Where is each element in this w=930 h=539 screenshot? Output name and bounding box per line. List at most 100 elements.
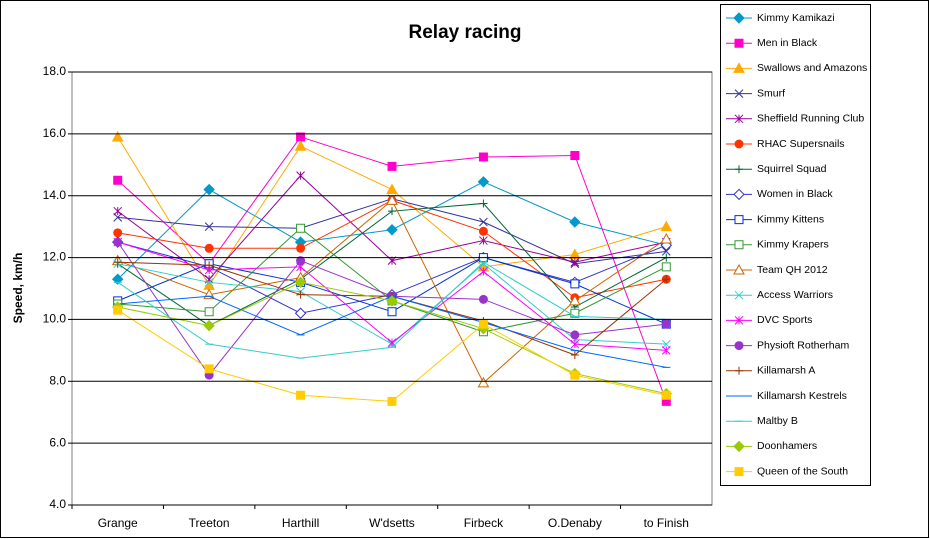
- marker: [734, 38, 744, 48]
- marker: [569, 216, 581, 228]
- legend-label: Squirrel Squad: [757, 163, 827, 175]
- marker: [733, 188, 745, 201]
- marker: [387, 396, 397, 406]
- marker: [113, 258, 122, 267]
- marker: [296, 243, 306, 253]
- marker: [296, 390, 306, 400]
- marker: [735, 165, 743, 174]
- marker: [477, 376, 490, 388]
- marker: [734, 139, 744, 149]
- y-tick-label: 8.0: [49, 373, 66, 387]
- x-tick-label: Harthill: [282, 516, 319, 530]
- marker: [734, 240, 744, 250]
- x-tick-label: O.Denaby: [548, 516, 602, 530]
- legend-label: Team QH 2012: [757, 264, 828, 276]
- marker: [662, 275, 671, 284]
- legend-label: Killamarsh Kestrels: [757, 390, 847, 402]
- marker: [203, 183, 215, 196]
- y-tick-label: 14.0: [43, 188, 67, 202]
- marker: [733, 62, 745, 73]
- marker: [479, 236, 488, 245]
- marker: [735, 366, 743, 375]
- marker: [294, 276, 307, 289]
- marker: [204, 364, 214, 374]
- chart-title: Relay racing: [409, 22, 522, 43]
- marker: [387, 161, 397, 171]
- marker: [734, 467, 744, 477]
- marker: [661, 247, 671, 256]
- y-axis-label: Speed, km/h: [11, 253, 25, 324]
- marker: [113, 213, 123, 222]
- legend-label: Kimmy Kamikazi: [757, 12, 835, 24]
- marker: [113, 206, 123, 216]
- marker: [113, 237, 123, 247]
- marker: [113, 228, 123, 238]
- plot-area: [71, 71, 713, 506]
- marker: [478, 152, 488, 162]
- legend-label: Physioft Rotherham: [757, 339, 849, 351]
- y-tick-label: 16.0: [43, 126, 67, 140]
- marker: [204, 222, 214, 231]
- marker: [661, 262, 671, 272]
- marker: [734, 89, 744, 98]
- marker: [477, 176, 490, 188]
- marker: [111, 130, 124, 142]
- legend-label: Maltby B: [757, 415, 798, 427]
- legend-label: Swallows and Amazons: [757, 62, 867, 74]
- x-tick-label: Treeton: [189, 516, 230, 530]
- marker: [570, 350, 579, 359]
- y-tick-label: 6.0: [49, 435, 66, 449]
- legend-label: Sheffield Running Club: [757, 113, 864, 125]
- marker: [661, 339, 671, 349]
- marker: [294, 140, 307, 151]
- marker: [387, 307, 397, 317]
- series-layer: [111, 130, 673, 406]
- marker: [479, 199, 488, 208]
- marker: [661, 319, 671, 329]
- marker: [733, 440, 745, 453]
- marker: [204, 243, 214, 253]
- legend-label: Killamarsh A: [757, 365, 815, 377]
- marker: [478, 319, 488, 329]
- marker: [205, 261, 214, 270]
- legend-label: Kimmy Krapers: [757, 239, 829, 251]
- marker: [660, 232, 673, 244]
- y-tick-label: 10.0: [43, 312, 67, 326]
- marker: [478, 294, 488, 304]
- marker: [570, 279, 580, 289]
- marker: [733, 263, 745, 275]
- marker: [570, 370, 580, 380]
- marker: [204, 307, 214, 317]
- y-tick-label: 18.0: [43, 64, 67, 78]
- legend-label: Kimmy Kittens: [757, 213, 824, 225]
- marker: [570, 257, 580, 267]
- x-tick-label: Grange: [98, 516, 138, 530]
- marker: [294, 307, 307, 319]
- marker: [570, 330, 580, 340]
- marker: [113, 175, 123, 185]
- marker: [734, 215, 744, 225]
- marker: [660, 220, 673, 232]
- marker: [734, 316, 744, 325]
- marker: [204, 277, 214, 287]
- marker: [661, 390, 671, 400]
- marker: [479, 259, 488, 269]
- marker: [386, 295, 398, 307]
- legend-label: Access Warriors: [757, 289, 833, 301]
- marker: [113, 305, 123, 315]
- marker: [203, 319, 215, 332]
- legend-label: Men in Black: [757, 37, 818, 49]
- marker: [112, 273, 124, 285]
- legend-label: Doonhamers: [757, 440, 817, 452]
- marker: [296, 223, 306, 233]
- marker: [386, 183, 398, 195]
- marker: [570, 151, 580, 161]
- marker: [734, 290, 744, 300]
- marker: [296, 132, 306, 142]
- y-tick-label: 12.0: [43, 250, 67, 264]
- marker: [388, 207, 396, 216]
- marker: [386, 194, 398, 205]
- marker: [296, 290, 305, 299]
- x-tick-label: W'dsetts: [369, 516, 415, 530]
